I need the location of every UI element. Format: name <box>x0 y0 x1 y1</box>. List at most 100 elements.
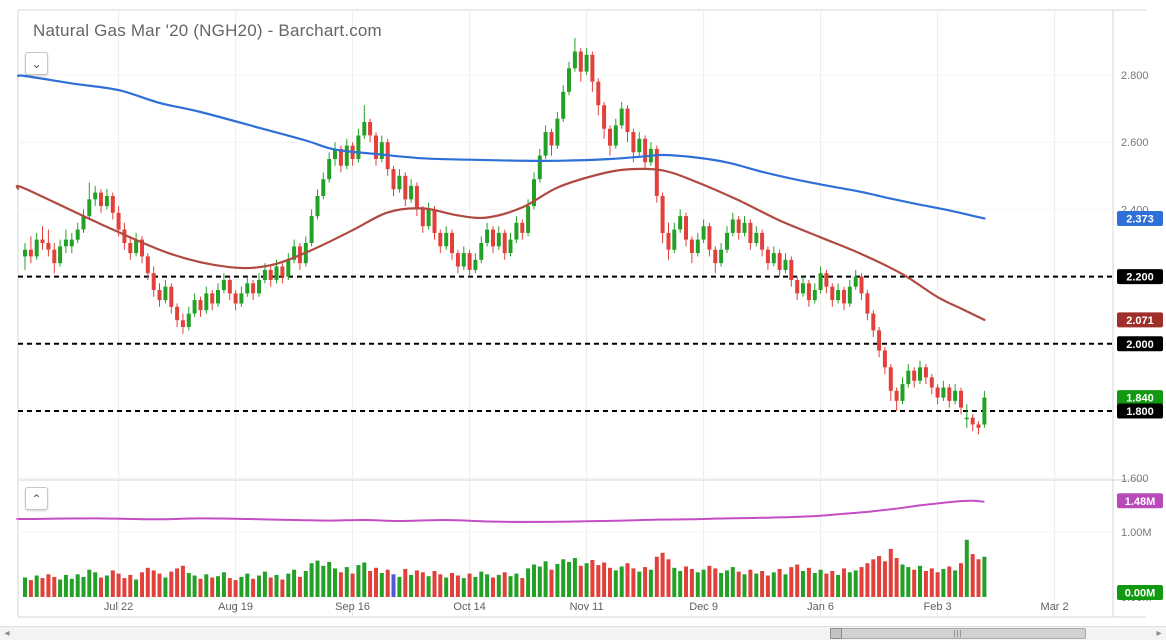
candle-body <box>169 286 174 307</box>
volume-bar <box>303 571 308 597</box>
candle-body <box>701 226 706 240</box>
scrollbar-left-handle[interactable] <box>830 628 842 639</box>
volume-bar <box>572 558 577 597</box>
volume-bar <box>467 573 472 597</box>
volume-bar <box>654 556 659 597</box>
volume-bar <box>783 574 788 598</box>
volume-badge <box>1117 493 1163 509</box>
x-axis-label: Aug 19 <box>218 601 253 613</box>
volume-badge-label: 1.48M <box>1125 496 1156 508</box>
candle-body <box>198 300 203 311</box>
volume-bars <box>23 539 987 598</box>
candle-body <box>75 229 80 240</box>
volume-bar <box>918 565 922 597</box>
volume-bar <box>935 572 940 597</box>
horizontal-scrollbar[interactable]: ◂ ||| ▸ <box>0 626 1166 640</box>
candle-body <box>362 122 367 136</box>
volume-bar <box>877 556 882 597</box>
price-axis-label: 2.800 <box>1121 70 1149 82</box>
candle-body <box>514 222 519 240</box>
candle-body <box>520 222 525 233</box>
volume-bar <box>327 561 332 597</box>
candle-body <box>777 253 782 270</box>
volume-bar <box>134 579 139 597</box>
volume-bar <box>888 548 893 597</box>
expand-indicator-panel-button[interactable]: ⌃ <box>25 487 48 510</box>
candle-body <box>882 350 887 368</box>
candle-body <box>900 384 905 401</box>
x-axis-label: Jan 6 <box>807 601 834 613</box>
candle-body <box>537 155 542 180</box>
volume-badge-label: 0.00M <box>1125 588 1156 600</box>
collapse-price-panel-button[interactable]: ⌄ <box>25 52 48 75</box>
candle-body <box>491 229 495 247</box>
candle-body <box>414 185 419 210</box>
volume-bar <box>947 566 952 597</box>
volume-bar <box>725 570 729 597</box>
candle-body <box>473 259 478 270</box>
volume-bar <box>251 578 256 597</box>
candle-body <box>368 122 373 136</box>
volume-bar <box>508 576 513 597</box>
candle-body <box>818 273 823 290</box>
candle-body <box>836 290 841 301</box>
volume-bar <box>777 569 782 597</box>
volume-bar <box>818 569 823 597</box>
volume-badge <box>1117 585 1163 600</box>
candle-body <box>438 232 443 247</box>
volume-bar <box>795 564 800 597</box>
candle-body <box>210 293 215 304</box>
volume-bar <box>701 569 706 597</box>
volume-bar <box>953 570 958 597</box>
volume-bar <box>169 571 174 597</box>
scrollbar-thumb[interactable]: ||| <box>830 628 1086 639</box>
candle-body <box>953 390 958 401</box>
candle-body <box>765 249 770 264</box>
candle-body <box>46 243 51 250</box>
volume-bar <box>532 564 536 597</box>
candle-body <box>736 219 741 233</box>
price-badge <box>1117 336 1163 352</box>
volume-bar <box>631 568 636 597</box>
volume-bar <box>836 574 841 597</box>
candle-body <box>163 286 168 301</box>
candle-body <box>403 175 408 200</box>
volume-bar <box>666 559 671 597</box>
price-axis-label: 2.600 <box>1121 137 1149 149</box>
candle-body <box>157 290 162 301</box>
candle-body <box>707 226 712 250</box>
scroll-left-button[interactable]: ◂ <box>4 628 10 639</box>
volume-bar <box>333 568 337 597</box>
volume-bar <box>204 574 209 598</box>
volume-bar <box>63 574 68 597</box>
candle-body <box>409 185 414 200</box>
volume-bar <box>853 570 858 597</box>
candle-body <box>116 212 121 230</box>
candle-body <box>128 243 133 254</box>
candle-body <box>110 196 115 213</box>
volume-bar <box>871 559 876 597</box>
volume-bar <box>707 565 712 597</box>
candle-body <box>672 229 677 250</box>
candle-body <box>918 367 922 381</box>
volume-bar <box>970 554 975 597</box>
candle-body <box>28 249 33 257</box>
candle-body <box>555 118 560 146</box>
candle-body <box>982 397 987 425</box>
volume-bar <box>309 563 314 597</box>
volume-bar <box>186 573 191 597</box>
scroll-right-button[interactable]: ▸ <box>1156 628 1162 639</box>
candle-body <box>637 138 642 153</box>
candle-body <box>508 239 513 253</box>
volume-bar <box>941 569 946 597</box>
volume-bar <box>847 572 852 597</box>
volume-bar <box>596 565 601 597</box>
volume-bar <box>40 578 45 597</box>
candle-body <box>81 216 86 230</box>
volume-bar <box>239 576 244 597</box>
volume-bar <box>473 576 478 597</box>
candle-body <box>496 232 501 247</box>
volume-bar <box>99 577 103 597</box>
volume-bar <box>964 539 969 597</box>
